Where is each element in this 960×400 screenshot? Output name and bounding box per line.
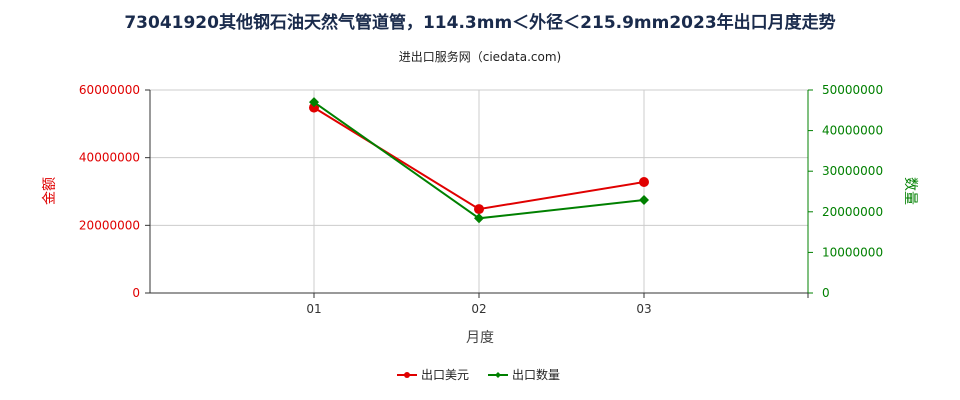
x-axis-tick-label: 01 [306,302,321,316]
chart-title: 73041920其他钢石油天然气管道管，114.3mm＜外径＜215.9mm20… [124,13,836,33]
series-point-1 [639,177,649,188]
left-axis-tick-label: 0 [132,286,140,300]
x-axis-tick-label: 03 [636,302,651,316]
legend-swatch-marker [495,372,501,378]
right-axis-title: 数量 [902,177,918,205]
legend-label: 出口美元 [421,368,469,382]
x-axis-title: 月度 [466,330,494,346]
left-axis-tick-label: 60000000 [79,83,140,97]
legend-swatch-marker [404,372,410,378]
chart-subtitle: 进出口服务网（ciedata.com) [398,50,562,64]
left-axis-title: 金额 [42,177,58,205]
series-point-2 [474,213,484,224]
right-axis-tick-label: 0 [822,286,830,300]
right-axis-tick-label: 40000000 [822,124,883,138]
series-point-1 [474,204,484,215]
left-axis-tick-label: 40000000 [79,151,140,165]
right-axis-tick-label: 20000000 [822,205,883,219]
legend-label: 出口数量 [512,367,560,382]
series-point-2 [639,195,649,206]
x-axis-tick-label: 02 [471,302,486,316]
series-point-2 [309,97,319,108]
left-axis-tick-label: 20000000 [79,218,140,232]
right-axis-tick-label: 30000000 [822,164,883,178]
right-axis-tick-label: 50000000 [822,83,883,97]
right-axis-tick-label: 10000000 [822,245,883,259]
